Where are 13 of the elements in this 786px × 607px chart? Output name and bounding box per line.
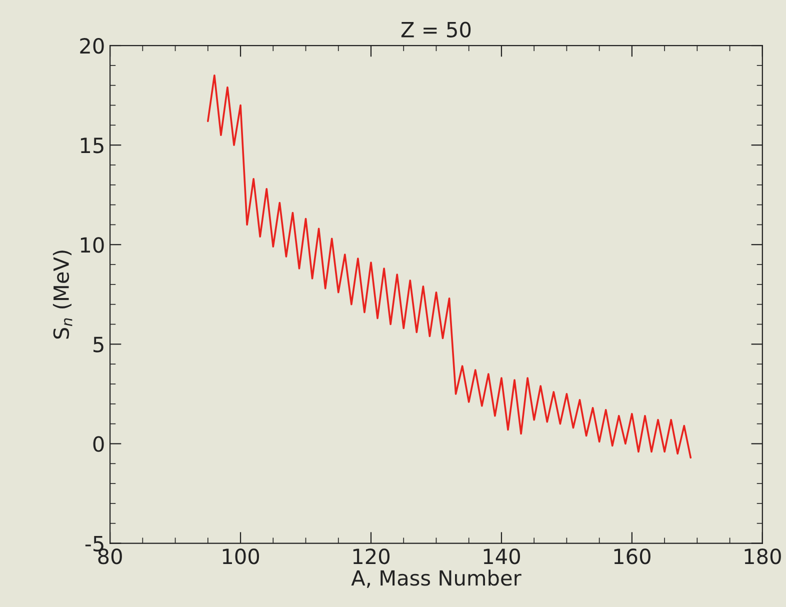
x-tick-label: 160 [614,548,650,564]
y-tick-label: 10 [80,237,104,253]
y-tick-label: 20 [80,38,104,54]
chart-title: Z = 50 [401,22,471,38]
x-axis-title: A, Mass Number [351,570,522,588]
y-axis-title: S$_{n}$ (MeV) [52,250,72,339]
x-tick-label: 180 [744,548,781,564]
x-tick-label: 140 [484,548,520,564]
y-tick-label: 0 [93,436,104,452]
x-tick-label: 100 [222,548,260,564]
x-tick-label: 120 [353,548,390,564]
y-tick-label: 15 [80,138,104,154]
y-tick-label: 5 [94,336,104,352]
